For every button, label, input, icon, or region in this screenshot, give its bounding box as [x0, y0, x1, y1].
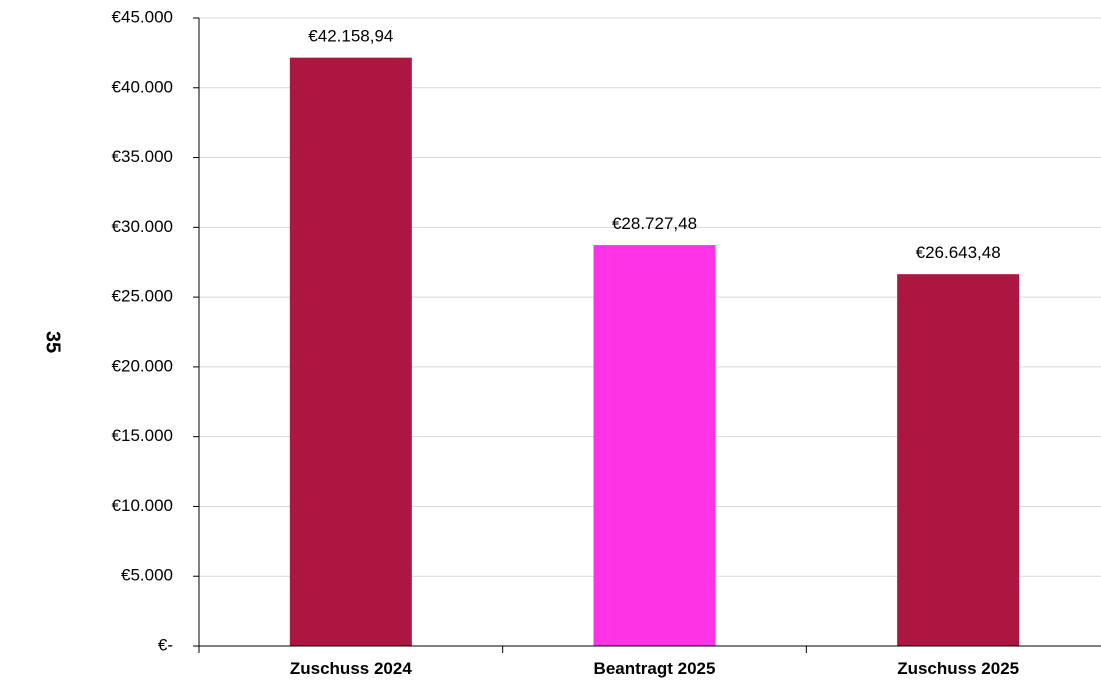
data-label: €28.727,48 [612, 214, 697, 233]
labels: €- €5.000 €10.000 €15.000 €20.000 €25.000 €30.… [112, 7, 1020, 678]
y-tick-label: €5.000 [121, 566, 173, 585]
bar [897, 274, 1020, 646]
y-tick-label: €45.000 [112, 7, 173, 26]
bar [593, 245, 716, 647]
y-axis-label: 35 [42, 331, 64, 353]
y-tick-label: €35.000 [112, 147, 173, 166]
bar [289, 57, 412, 647]
y-tick-label: €15.000 [112, 426, 173, 445]
y-tick-label: €40.000 [112, 77, 173, 96]
y-tick-label: €30.000 [112, 217, 173, 236]
data-label: €26.643,48 [916, 243, 1001, 262]
x-tick-label: Zuschuss 2024 [290, 659, 412, 678]
y-tick-label: €10.000 [112, 496, 173, 515]
y-tick-label: €20.000 [112, 356, 173, 375]
axes [193, 17, 1101, 653]
bars [289, 57, 1020, 647]
y-tick-label: €25.000 [112, 287, 173, 306]
y-tick-label: €- [158, 635, 173, 654]
x-tick-label: Beantragt 2025 [594, 659, 716, 678]
x-tick-label: Zuschuss 2025 [897, 659, 1019, 678]
data-label: €42.158,94 [308, 27, 393, 46]
